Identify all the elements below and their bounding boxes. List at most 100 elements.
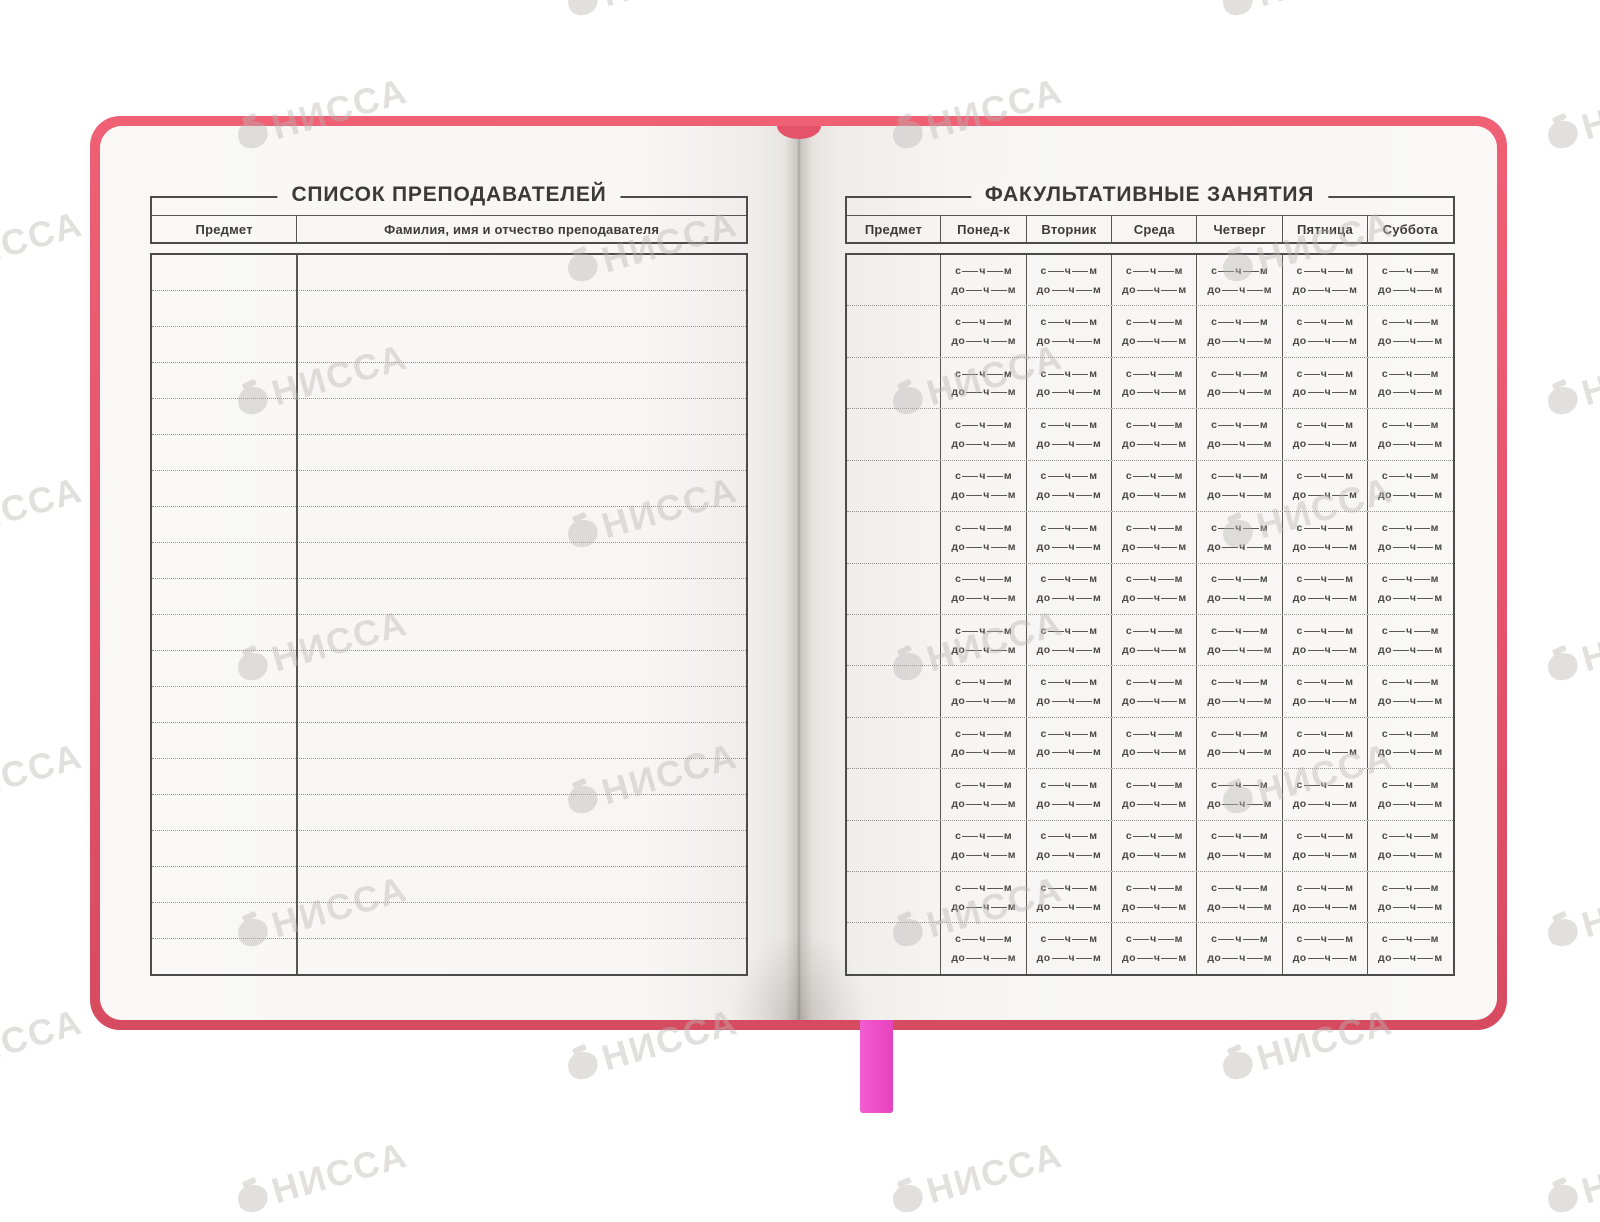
- schedule-time-cell: с ч м до ч м: [1111, 614, 1196, 666]
- electives-header-box: ФАКУЛЬТАТИВНЫЕ ЗАНЯТИЯ Предмет Понед-к Вт…: [844, 183, 1455, 244]
- schedule-subject-cell: [847, 306, 941, 356]
- time-blank-line: до ч м: [1378, 952, 1443, 965]
- watermark-text: НИССА: [1577, 69, 1600, 148]
- nissa-watermark: НИССА: [1543, 1134, 1600, 1222]
- teacher-row: [152, 471, 746, 507]
- schedule-subject-cell: [847, 718, 941, 768]
- time-blank-line: до ч м: [951, 849, 1016, 862]
- time-blank-line: до ч м: [1292, 900, 1358, 913]
- time-blank-line: до ч м: [951, 592, 1016, 605]
- schedule-time-cell: с ч м до ч м: [1196, 255, 1281, 306]
- time-blank-line: до ч м: [951, 694, 1016, 707]
- watermark-text: НИССА: [0, 734, 88, 813]
- schedule-time-cell: с ч м до ч м: [940, 357, 1025, 409]
- nissa-logo-icon: [1544, 648, 1581, 684]
- time-blank-line: до ч м: [1292, 746, 1358, 759]
- schedule-time-cell: с ч м до ч м: [1025, 769, 1111, 820]
- nissa-logo-icon: [1544, 914, 1581, 950]
- time-blank-line: до ч м: [1122, 437, 1187, 450]
- schedule-time-cell: с ч м до ч м: [1196, 563, 1281, 614]
- time-blank-line: до ч м: [1292, 489, 1358, 502]
- schedule-time-cell: с ч м до ч м: [1111, 923, 1196, 974]
- schedule-time-cell: с ч м до ч м: [1281, 666, 1367, 717]
- schedule-time-cell: с ч м до ч м: [1367, 409, 1452, 460]
- header-spacer: [152, 198, 746, 216]
- time-blank-line: до ч м: [1122, 849, 1187, 862]
- left-page-title: СПИСОК ПРЕПОДАВАТЕЛЕЙ: [277, 183, 621, 207]
- time-blank-line: до ч м: [1036, 283, 1102, 296]
- time-blank-line: до ч м: [1292, 335, 1358, 348]
- nissa-logo-icon: [1219, 0, 1256, 19]
- time-blank-line: до ч м: [1292, 797, 1358, 810]
- schedule-time-cell: с ч м до ч м: [1196, 820, 1281, 872]
- nissa-logo-icon: [889, 1180, 926, 1216]
- time-blank-line: до ч м: [951, 437, 1016, 450]
- nissa-watermark: НИССА: [233, 1134, 413, 1222]
- nissa-watermark: НИССА: [563, 0, 743, 25]
- schedule-time-cell: с ч м до ч м: [1196, 666, 1281, 717]
- schedule-time-cell: с ч м до ч м: [1367, 923, 1452, 974]
- schedule-row: с ч м до ч м с ч м до ч м с ч м до ч м с ч м до ч м с ч м до ч м с ч м до…: [846, 717, 1453, 770]
- schedule-time-cell: с ч м до ч м: [1025, 563, 1111, 614]
- nissa-watermark: НИССА: [0, 203, 87, 292]
- schedule-time-cell: с ч м до ч м: [1196, 872, 1281, 923]
- time-blank-line: до ч м: [1292, 437, 1358, 450]
- schedule-time-cell: с ч м до ч м: [1025, 512, 1111, 563]
- left-page: СПИСОК ПРЕПОДАВАТЕЛЕЙ Предмет Фамилия, и…: [100, 126, 799, 1020]
- time-blank-line: до ч м: [1036, 952, 1102, 965]
- schedule-time-cell: с ч м до ч м: [1196, 460, 1281, 512]
- schedule-subject-cell: [847, 461, 941, 511]
- time-blank-line: до ч м: [1207, 592, 1272, 605]
- watermark-text: НИССА: [0, 468, 88, 547]
- schedule-subject-cell: [847, 769, 941, 819]
- schedule-time-cell: с ч м до ч м: [940, 306, 1025, 357]
- right-page: ФАКУЛЬТАТИВНЫЕ ЗАНЯТИЯ Предмет Понед-к Вт…: [798, 126, 1497, 1020]
- schedule-subject-cell: [847, 615, 941, 665]
- schedule-time-cell: с ч м до ч м: [1196, 409, 1281, 460]
- schedule-subject-cell: [847, 821, 941, 871]
- time-blank-line: до ч м: [1122, 797, 1187, 810]
- time-blank-line: до ч м: [1122, 900, 1187, 913]
- watermark-text: НИССА: [0, 202, 88, 281]
- schedule-time-cell: с ч м до ч м: [1281, 306, 1367, 357]
- nissa-logo-icon: [1544, 382, 1581, 418]
- time-blank-line: до ч м: [1036, 900, 1102, 913]
- time-blank-line: до ч м: [951, 386, 1016, 399]
- time-blank-line: до ч м: [951, 283, 1016, 296]
- time-blank-line: до ч м: [951, 746, 1016, 759]
- schedule-time-cell: с ч м до ч м: [940, 717, 1025, 769]
- schedule-subject-cell: [847, 255, 941, 305]
- time-blank-line: до ч м: [1122, 952, 1187, 965]
- schedule-subject-cell: [847, 666, 941, 716]
- schedule-time-cell: с ч м до ч м: [1367, 357, 1452, 409]
- nissa-logo-icon: [1544, 1180, 1581, 1216]
- nissa-watermark: НИССА: [1543, 70, 1600, 159]
- time-blank-line: до ч м: [951, 643, 1016, 656]
- schedule-time-cell: с ч м до ч м: [1025, 666, 1111, 717]
- schedule-time-cell: с ч м до ч м: [1111, 512, 1196, 563]
- electives-table-body: с ч м до ч м с ч м до ч м с ч м до ч м с ч м до ч м с ч м до ч м с ч м до…: [844, 253, 1455, 976]
- time-blank-line: до ч м: [951, 797, 1016, 810]
